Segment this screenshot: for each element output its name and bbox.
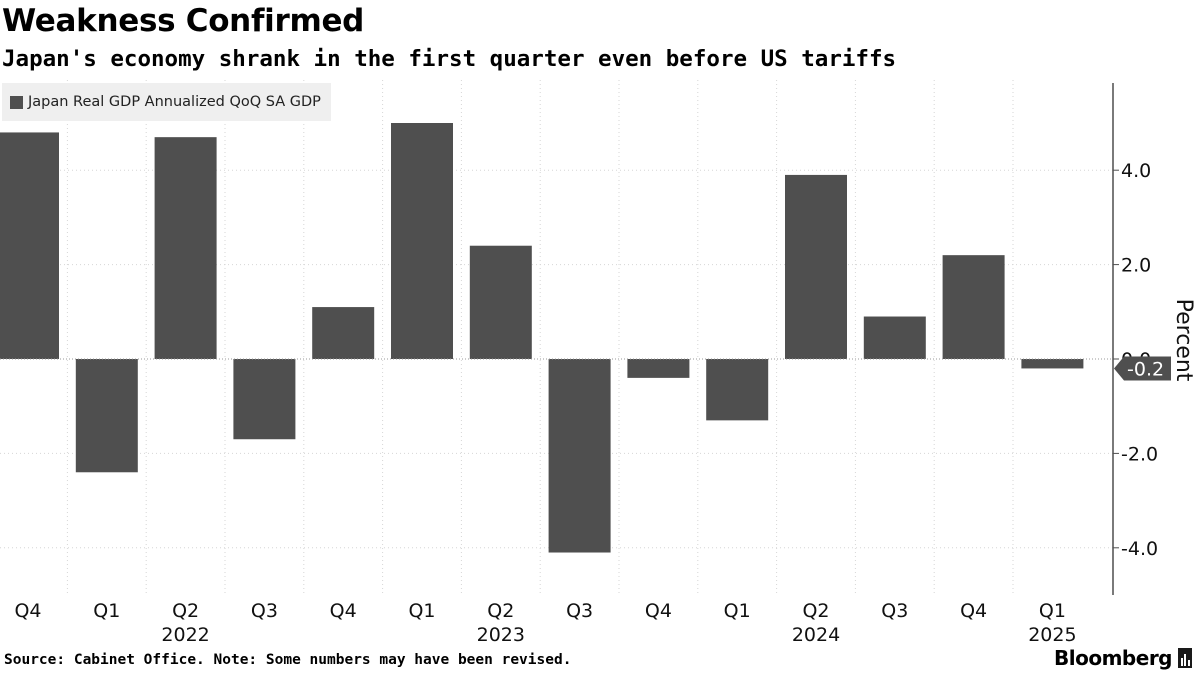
x-tick-label: Q1 — [93, 600, 120, 622]
last-value-callout — [1114, 356, 1171, 381]
y-tick-label: -4.0 — [1121, 538, 1158, 560]
legend-swatch — [10, 95, 23, 109]
bar-10 — [785, 174, 847, 359]
x-tick-label: Q2 — [172, 600, 199, 622]
x-tick-label: Q1 — [1039, 600, 1066, 622]
bar-7 — [548, 359, 611, 553]
y-tick-label: -2.0 — [1121, 443, 1158, 465]
y-axis-title: Percent — [1171, 299, 1196, 382]
chart-title: Weakness Confirmed — [2, 3, 365, 39]
bar-1 — [75, 359, 138, 473]
source-note: Source: Cabinet Office. Note: Some numbe… — [4, 652, 572, 668]
bars — [0, 123, 1113, 553]
x-tick-label: Q2 — [802, 600, 829, 622]
x-tick-label: Q4 — [14, 600, 41, 622]
bar-9 — [706, 359, 769, 421]
bar-11 — [863, 316, 926, 359]
x-axis-labels: Q4 Q1 Q2 Q3 Q4 Q1 Q2 Q3 Q4 Q1 Q2 Q3 Q4 Q1 2022 2023 2024… — [14, 600, 1076, 646]
x-tick-label: Q2 — [487, 600, 514, 622]
x-year-label: 2025 — [1028, 624, 1076, 646]
legend: Japan Real GDP Annualized QoQ SA GDP — [2, 83, 331, 121]
x-tick-label: Q3 — [251, 600, 278, 622]
x-tick-label: Q4 — [645, 600, 672, 622]
brand: Bloomberg — [1054, 646, 1192, 670]
x-year-label: 2023 — [477, 624, 525, 646]
chart-subtitle: Japan's economy shrank in the first quar… — [2, 46, 897, 72]
y-tick-label: 4.0 — [1121, 160, 1151, 182]
bar-0 — [0, 132, 59, 359]
bar-8 — [627, 359, 690, 378]
x-year-label: 2022 — [161, 624, 209, 646]
x-tick-label: Q1 — [408, 600, 435, 622]
x-tick-label: Q4 — [330, 600, 357, 622]
bar-3 — [233, 359, 296, 440]
x-year-label: 2024 — [792, 624, 840, 646]
bar-2 — [154, 137, 217, 359]
bar-13 — [1021, 359, 1084, 369]
brand-name: Bloomberg — [1054, 646, 1172, 670]
bar-6 — [469, 245, 532, 359]
bar-5 — [391, 123, 453, 359]
y-tick-label: 2.0 — [1121, 255, 1151, 277]
last-value-label: -0.2 — [1127, 358, 1164, 380]
bar-12 — [942, 255, 1005, 359]
x-tick-label: Q3 — [566, 600, 593, 622]
x-tick-label: Q1 — [724, 600, 751, 622]
bar-4 — [312, 307, 375, 359]
legend-label: Japan Real GDP Annualized QoQ SA GDP — [28, 94, 321, 110]
x-tick-label: Q4 — [960, 600, 987, 622]
x-tick-label: Q3 — [881, 600, 908, 622]
bloomberg-terminal-icon — [1178, 648, 1192, 668]
